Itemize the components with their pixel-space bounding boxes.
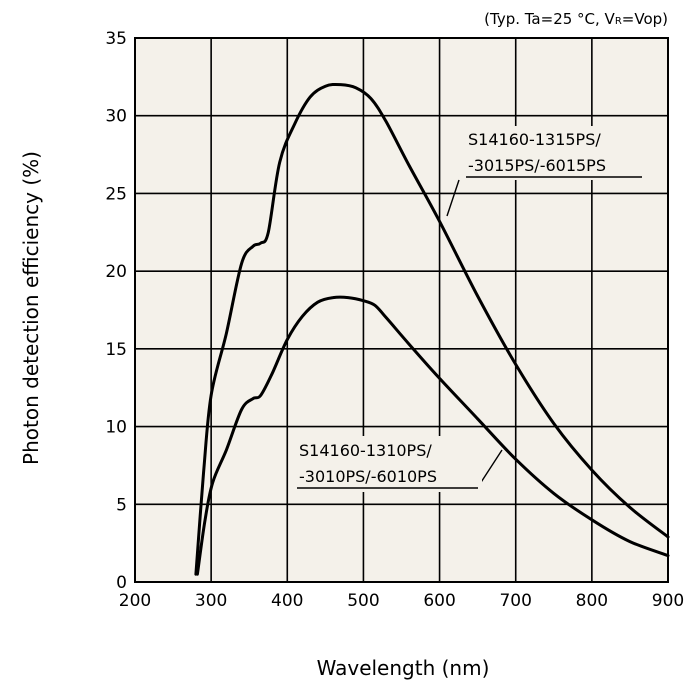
x-tick-labels: 200 300 400 500 600 700 800 900 (119, 591, 684, 611)
series-line-upper (194, 82, 670, 576)
y-tick-label: 20 (105, 262, 127, 282)
series-label-upper: S14160-1315PS/ -3015PS/-6015PS (462, 126, 642, 180)
x-tick-label: 300 (195, 591, 227, 611)
y-axis-title: Photon detection efficiency (%) (19, 151, 43, 465)
y-tick-label: 30 (105, 107, 127, 127)
y-tick-label: 5 (116, 495, 127, 515)
x-tick-label: 600 (423, 591, 455, 611)
y-tick-labels: 0 5 10 15 20 25 30 35 (105, 29, 127, 593)
label-background (294, 436, 482, 492)
series-line-lower (195, 295, 670, 576)
series-label-lower-line2: -3010PS/-6010PS (299, 467, 437, 486)
x-axis-title: Wavelength (nm) (317, 656, 490, 680)
x-tick-label: 800 (576, 591, 608, 611)
y-tick-label: 25 (105, 184, 127, 204)
plot-area (135, 38, 668, 582)
x-tick-label: 900 (652, 591, 684, 611)
series-label-upper-line1: S14160-1315PS/ (468, 130, 601, 149)
series-layer (194, 82, 670, 576)
x-tick-label: 700 (499, 591, 531, 611)
x-tick-label: 400 (271, 591, 303, 611)
series-label-upper-line2: -3015PS/-6015PS (468, 156, 606, 175)
condition-note: (Typ. Ta=25 °C, VR=Vop) (484, 10, 668, 28)
x-tick-label: 200 (119, 591, 151, 611)
y-tick-label: 0 (116, 573, 127, 593)
series-label-lower-line1: S14160-1310PS/ (299, 441, 432, 460)
y-tick-label: 15 (105, 340, 127, 360)
series-label-lower: S14160-1310PS/ -3010PS/-6010PS (294, 436, 482, 492)
leader-line-upper (446, 179, 460, 217)
y-tick-label: 10 (105, 418, 127, 438)
plot-frame (134, 37, 669, 583)
x-tick-label: 500 (347, 591, 379, 611)
y-tick-label: 35 (105, 29, 127, 49)
label-background (462, 126, 642, 180)
